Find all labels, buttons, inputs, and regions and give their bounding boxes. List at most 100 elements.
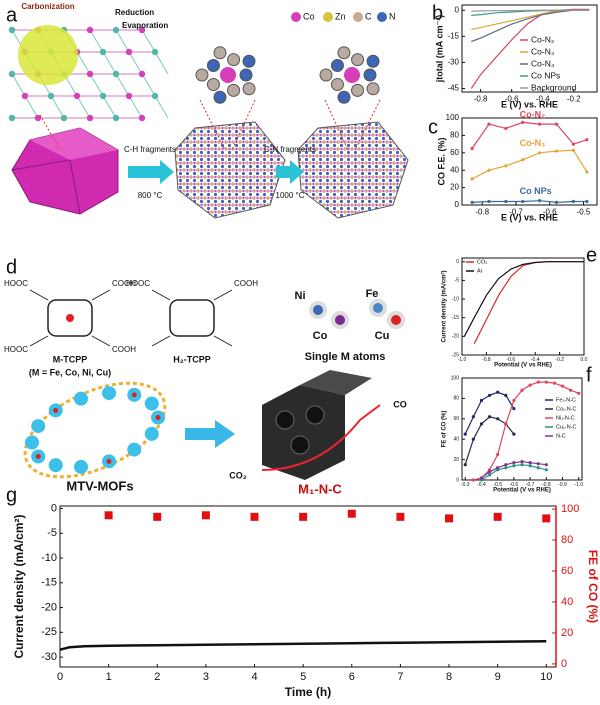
arrow — [276, 160, 304, 184]
carbon-polyhedron — [174, 121, 286, 219]
atom — [220, 67, 236, 83]
marker — [250, 512, 259, 521]
x-tick-label: -0.5 — [493, 482, 502, 488]
step-label: 800 °C — [138, 191, 163, 200]
y-tick-label: 60 — [453, 416, 459, 422]
marker — [521, 120, 525, 124]
prism-top — [300, 370, 372, 395]
y-tick-label: -15 — [41, 577, 57, 589]
x-tick-label: -0.2 — [555, 357, 564, 363]
marker — [487, 473, 492, 477]
marker — [299, 512, 308, 521]
pore — [290, 435, 310, 455]
x-tick-label: 5 — [300, 671, 306, 683]
carbon-polyhedron — [297, 121, 409, 219]
edge — [11, 159, 71, 171]
series-line — [471, 121, 588, 149]
marker — [471, 415, 475, 419]
x-tick-label: -0.6 — [510, 482, 519, 488]
atom — [112, 70, 120, 78]
atom — [8, 114, 16, 122]
atom — [206, 78, 220, 92]
series-line — [473, 261, 584, 345]
bond — [115, 29, 130, 53]
y2-tick-label: 60 — [561, 565, 573, 577]
molecule-label: H₂-TCPP — [173, 354, 211, 364]
y-tick-label: 20 — [450, 183, 459, 192]
marker — [520, 388, 524, 392]
material-label: MTV-MOFs — [66, 478, 133, 493]
marker — [542, 514, 551, 523]
legend-label: Co-N₃ — [531, 46, 554, 56]
marker — [544, 380, 548, 384]
marker — [554, 122, 559, 126]
atom — [330, 58, 344, 72]
cluster — [102, 386, 117, 401]
atom — [363, 68, 377, 82]
cluster — [73, 391, 88, 406]
y-tick-label: 100 — [451, 375, 460, 381]
m-tcpp — [29, 289, 111, 347]
atom — [227, 53, 241, 67]
bond — [11, 73, 26, 97]
marker — [577, 391, 581, 395]
legend-label: Co NPs — [531, 70, 560, 80]
atom — [86, 70, 94, 78]
y2-axis-label: FE of CO (%) — [586, 550, 600, 623]
y-tick-label: -10 — [452, 296, 459, 302]
atom — [195, 68, 209, 82]
x-tick-label: 0 — [57, 671, 63, 683]
metal-site — [35, 453, 41, 459]
y2-tick-label: 40 — [561, 596, 573, 608]
plot-frame — [461, 377, 583, 481]
x-tick-label: 1 — [106, 671, 112, 683]
marker — [544, 468, 548, 472]
series-line — [472, 200, 587, 204]
atom — [344, 67, 360, 83]
atom — [366, 82, 380, 96]
bond — [141, 73, 156, 97]
marker — [554, 200, 559, 204]
marker — [552, 381, 557, 385]
group-label: HOOC — [126, 279, 150, 288]
pore — [305, 405, 325, 425]
y-tick-label: 100 — [446, 113, 460, 122]
marker — [536, 462, 540, 466]
cluster — [73, 459, 88, 474]
marker — [463, 463, 467, 467]
y-tick-label: -20 — [452, 334, 459, 340]
material-label: M₁-N-C — [298, 481, 342, 496]
metal-atom — [335, 315, 345, 325]
marker — [487, 415, 492, 419]
legend-atom — [377, 12, 387, 22]
y-tick-label: -30 — [41, 651, 57, 663]
bond — [213, 335, 233, 347]
marker — [520, 460, 524, 464]
atom — [337, 46, 351, 60]
y-tick-label: 20 — [453, 457, 459, 463]
y-tick-label: -5 — [455, 278, 460, 284]
marker — [470, 200, 474, 204]
y-tick-label: -15 — [452, 315, 459, 321]
step-label: 1000 °C — [276, 191, 305, 200]
marker — [512, 432, 516, 436]
series-label: Co NPs — [520, 186, 552, 196]
atom-label: Fe — [366, 288, 379, 300]
y-axis-label: jtotal (mA cm⁻²) — [434, 15, 444, 83]
single-atoms — [309, 299, 405, 329]
series-line — [471, 149, 588, 180]
atom — [8, 26, 16, 34]
atom-label: Cu — [375, 330, 390, 342]
reaction-path — [261, 404, 381, 471]
carbon-prism — [262, 385, 345, 480]
marker — [496, 417, 500, 421]
marker — [496, 452, 500, 457]
marker — [571, 148, 575, 152]
cluster — [48, 458, 63, 473]
legend-label: Co — [303, 11, 315, 21]
marker — [504, 164, 508, 168]
atom-label: Co — [313, 330, 328, 342]
marker — [470, 177, 474, 181]
y2-tick-label: 20 — [561, 627, 573, 639]
atom — [242, 82, 256, 96]
